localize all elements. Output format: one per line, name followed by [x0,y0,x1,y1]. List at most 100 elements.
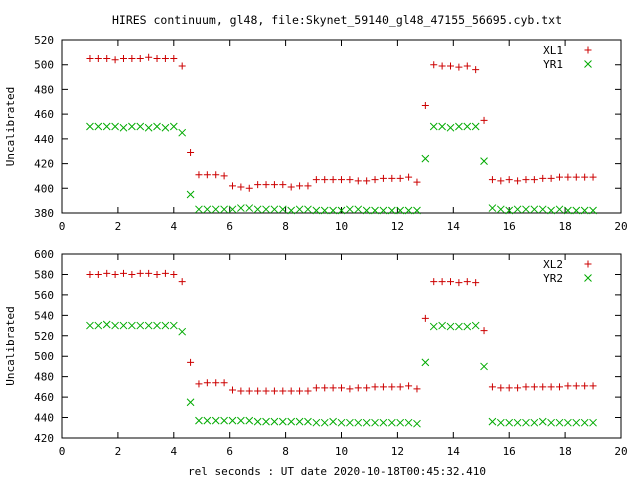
data-point [354,177,362,185]
data-point [463,278,471,286]
data-point [86,122,94,131]
data-point [128,270,136,278]
data-point [270,387,278,395]
data-point [429,322,438,331]
x-tick-label: 10 [335,445,348,458]
chart-title: HIRES continuum, gl48, file:Skynet_59140… [112,13,562,27]
x-tick-label: 12 [391,445,404,458]
data-point [363,384,371,392]
data-point [539,174,547,182]
data-point [111,56,119,64]
plot-panel-1: 0 2 4 6 8 10 12 14 16 18 20 380 400 420 440 460 480 500 52… [4,34,628,233]
data-point [245,184,253,192]
data-point [421,314,429,322]
y-tick-label: 380 [34,207,54,220]
data-point [589,173,597,181]
data-point [421,101,429,109]
data-point [253,417,262,426]
data-point [447,62,455,70]
data-point [354,418,363,427]
data-point [220,205,228,214]
data-point [119,55,127,63]
x-tick-label: 0 [59,445,66,458]
data-point [471,122,480,131]
data-point [547,174,555,182]
data-point [220,416,228,425]
data-point [346,385,354,393]
data-point [178,278,186,286]
data-point [102,320,111,329]
data-point [497,177,505,185]
data-point [321,384,329,392]
data-point [362,206,371,215]
data-point [169,321,178,330]
plot-panel-2: 0 2 4 6 8 10 12 14 16 18 20 420 440 460 480 500 520 540 56… [4,248,628,458]
data-point [505,176,513,184]
data-point [111,270,119,278]
data-point [312,384,320,392]
legend-label: YR2 [543,272,563,285]
data-point [480,362,488,371]
x-tick-label: 6 [226,220,233,233]
y-axis-label: Uncalibrated [4,87,17,166]
data-point [211,416,220,425]
data-point [496,418,505,427]
data-point [86,55,94,63]
x-tick-label: 4 [170,445,177,458]
data-point [270,417,279,426]
data-point [547,383,555,391]
data-point [371,418,379,427]
data-point [103,55,111,63]
x-tick-label: 0 [59,220,66,233]
data-point [346,205,354,214]
data-point [220,379,228,387]
x-tick-label: 4 [170,220,177,233]
data-point [555,418,564,427]
data-point [304,387,312,395]
data-point [169,122,178,131]
data-point [287,417,296,426]
data-point [128,321,136,330]
y-tick-label: 400 [34,182,54,195]
data-point [237,183,245,191]
data-point [496,205,505,214]
data-point [195,416,203,425]
data-point [455,322,463,331]
data-point [430,61,438,69]
data-point [580,418,589,427]
data-point [312,206,321,215]
x-tick-label: 20 [614,445,627,458]
data-point [145,269,153,277]
data-point [178,128,187,137]
data-point [195,380,203,388]
data-point [262,181,270,189]
data-point [254,181,262,189]
data-point [320,418,329,427]
data-point [522,418,530,427]
data-point [86,321,94,330]
data-point [295,205,304,214]
data-point [102,122,111,131]
data-point [430,278,438,286]
data-point [270,181,278,189]
data-point [572,418,581,427]
data-point [480,327,488,335]
data-point [404,418,413,427]
series-YR1 [86,122,597,215]
data-point [170,270,178,278]
data-point [572,173,580,181]
x-tick-label: 12 [391,220,404,233]
data-point [388,383,396,391]
data-point [228,205,237,214]
y-tick-label: 580 [34,268,54,281]
data-point [228,182,236,190]
data-point [564,382,572,390]
data-point [547,206,555,215]
data-point [304,182,312,190]
data-point [295,417,304,426]
y-tick-label: 520 [34,34,54,47]
data-point [421,154,430,163]
data-point [472,279,480,287]
data-point [404,206,413,215]
